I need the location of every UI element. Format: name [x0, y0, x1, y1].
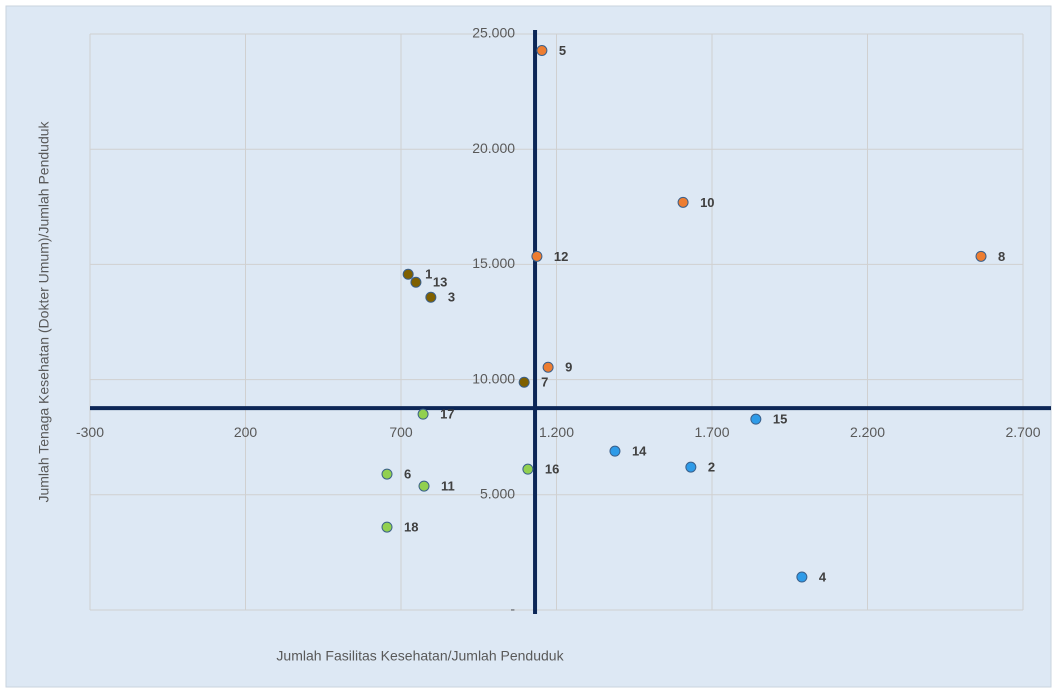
- point: [609, 445, 621, 457]
- point: [542, 361, 554, 373]
- point-label: 2: [708, 460, 715, 475]
- point: [381, 521, 393, 533]
- chart-background: [5, 5, 1052, 688]
- x-tick-label: 2.700: [1005, 424, 1040, 440]
- point: [418, 480, 430, 492]
- point: [522, 463, 534, 475]
- point: [425, 291, 437, 303]
- point-label: 4: [819, 569, 827, 584]
- x-tick-label: 200: [234, 424, 258, 440]
- x-tick-label: 2.200: [850, 424, 885, 440]
- point: [536, 44, 548, 56]
- point: [417, 408, 429, 420]
- point-label: 12: [554, 249, 568, 264]
- point-label: 13: [433, 275, 447, 290]
- point-label: 15: [773, 412, 787, 427]
- y-tick-label: -: [510, 601, 515, 617]
- point-label: 8: [998, 249, 1005, 264]
- point-label: 16: [545, 462, 559, 477]
- point: [796, 571, 808, 583]
- y-tick-label: 15.000: [472, 255, 515, 271]
- point-label: 9: [565, 360, 572, 375]
- point: [402, 268, 414, 280]
- point: [381, 468, 393, 480]
- y-tick-label: 10.000: [472, 370, 515, 386]
- point-label: 6: [404, 467, 411, 482]
- point-label: 10: [700, 195, 714, 210]
- x-tick-label: -300: [76, 424, 104, 440]
- x-tick-label: 1.200: [539, 424, 574, 440]
- point-label: 14: [632, 444, 647, 459]
- point-label: 1: [425, 267, 432, 282]
- point: [410, 276, 422, 288]
- point-label: 3: [448, 290, 455, 305]
- point-label: 7: [541, 375, 548, 390]
- x-tick-label: 1.700: [694, 424, 729, 440]
- point-label: 11: [441, 479, 455, 494]
- point: [677, 196, 689, 208]
- point-label: 17: [440, 407, 454, 422]
- y-tick-label: 25.000: [472, 25, 515, 41]
- y-tick-label: 5.000: [480, 486, 515, 502]
- point: [750, 413, 762, 425]
- y-tick-label: 20.000: [472, 140, 515, 156]
- x-tick-label: 700: [389, 424, 413, 440]
- point: [685, 461, 697, 473]
- point-label: 18: [404, 520, 418, 535]
- point: [518, 376, 530, 388]
- x-axis-title: Jumlah Fasilitas Kesehatan/Jumlah Pendud…: [276, 648, 564, 664]
- y-axis-title: Jumlah Tenaga Kesehatan (Dokter Umum)/Ju…: [36, 120, 52, 502]
- point: [975, 250, 987, 262]
- point: [531, 250, 543, 262]
- point-label: 5: [559, 43, 566, 58]
